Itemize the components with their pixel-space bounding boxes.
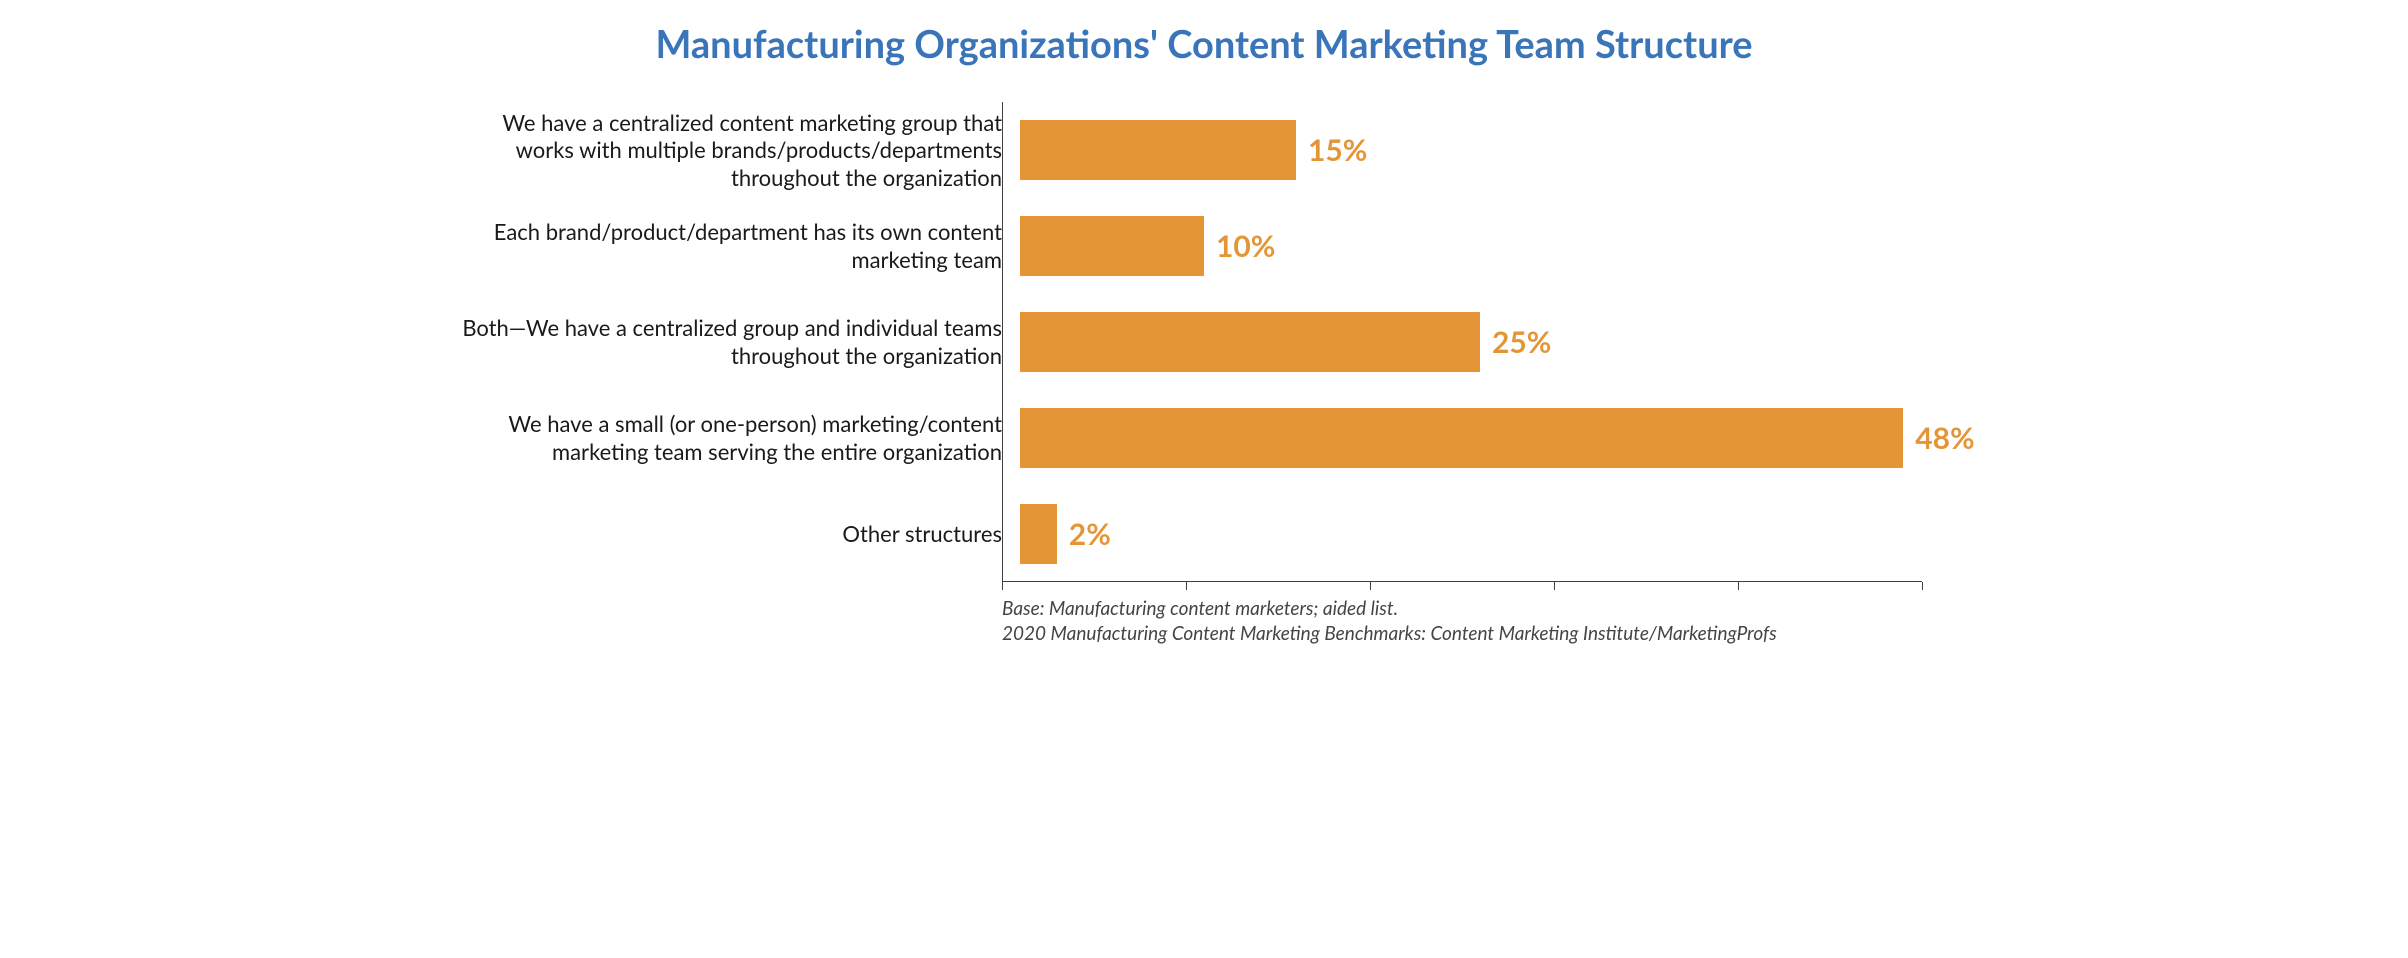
footnote-line-1: Base: Manufacturing content marketers; a… xyxy=(1002,596,1954,622)
x-axis-tick xyxy=(1002,582,1003,590)
plot-area: We have a centralized content marketing … xyxy=(454,102,1922,582)
x-axis-tick xyxy=(1186,582,1187,590)
footnote-line-2: 2020 Manufacturing Content Marketing Ben… xyxy=(1002,621,1954,647)
category-label: Each brand/product/department has its ow… xyxy=(454,218,1020,273)
bar xyxy=(1020,312,1480,372)
bar-row: Both—We have a centralized group and ind… xyxy=(454,294,1922,390)
bar-row: Each brand/product/department has its ow… xyxy=(454,198,1922,294)
bar-value-label: 48% xyxy=(1915,420,1974,456)
bar-value-label: 15% xyxy=(1308,132,1367,168)
bar-value-label: 10% xyxy=(1216,228,1275,264)
x-axis-tick xyxy=(1922,582,1923,590)
category-label: Both—We have a centralized group and ind… xyxy=(454,314,1020,369)
bar-value-label: 2% xyxy=(1069,516,1111,552)
bar xyxy=(1020,408,1903,468)
bar xyxy=(1020,504,1057,564)
bar-region: 10% xyxy=(1020,198,1922,294)
category-label: We have a centralized content marketing … xyxy=(454,109,1020,192)
category-label: Other structures xyxy=(454,520,1020,548)
chart-footnote: Base: Manufacturing content marketers; a… xyxy=(1002,596,1954,647)
bar-region: 48% xyxy=(1020,390,1922,486)
x-axis-tick xyxy=(1554,582,1555,590)
bar-region: 25% xyxy=(1020,294,1922,390)
chart-title: Manufacturing Organizations' Content Mar… xyxy=(454,24,1954,66)
chart-container: Manufacturing Organizations' Content Mar… xyxy=(454,0,1954,647)
bar-region: 2% xyxy=(1020,486,1922,582)
bar-row: We have a centralized content marketing … xyxy=(454,102,1922,198)
bar-row: Other structures 2% xyxy=(454,486,1922,582)
category-label: We have a small (or one-person) marketin… xyxy=(454,410,1020,465)
bar xyxy=(1020,216,1204,276)
bar xyxy=(1020,120,1296,180)
bar-value-label: 25% xyxy=(1492,324,1551,360)
bar-region: 15% xyxy=(1020,102,1922,198)
x-axis-tick xyxy=(1738,582,1739,590)
bar-row: We have a small (or one-person) marketin… xyxy=(454,390,1922,486)
x-axis-tick xyxy=(1370,582,1371,590)
